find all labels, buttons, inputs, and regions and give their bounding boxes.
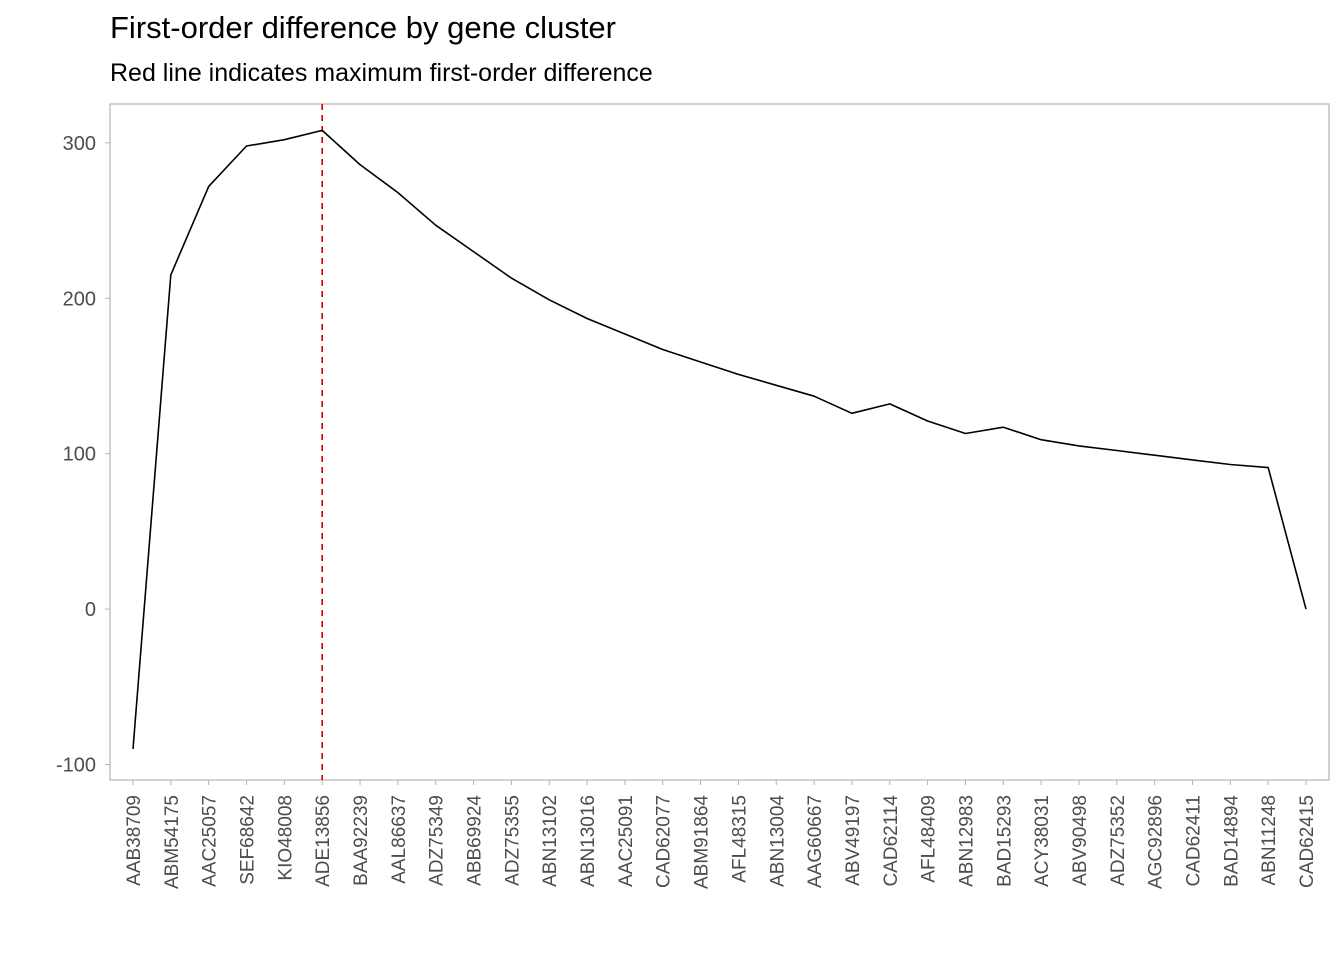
x-tick-label: AAC25057 (200, 795, 221, 887)
x-tick-label: ADZ75352 (1108, 795, 1129, 886)
x-tick-label: CAD62114 (881, 795, 902, 887)
x-tick-label: ABN13102 (540, 795, 561, 887)
x-tick-label: BAA92239 (351, 795, 372, 886)
x-tick-label: ABN13004 (767, 795, 788, 887)
x-tick-label: BAD15293 (994, 795, 1015, 887)
chart-subtitle: Red line indicates maximum first-order d… (110, 59, 653, 87)
series-line (132, 129, 1307, 749)
x-tick-label: CAD62077 (654, 795, 675, 888)
x-tick-label: ADZ75349 (427, 795, 448, 886)
x-tick-label: AAG60667 (805, 795, 826, 888)
x-tick-label: BAD14894 (1221, 795, 1242, 887)
x-tick-label: ABV90498 (1070, 795, 1091, 886)
x-tick-label: AAB38709 (124, 795, 145, 886)
x-tick-label: ABV49197 (843, 795, 864, 886)
x-tick-label: ABB69924 (465, 795, 486, 886)
chart-title: First-order difference by gene cluster (110, 10, 616, 45)
plot-panel-border (109, 103, 1330, 781)
x-axis: AAB38709 ABM54175 AAC25057 SEF68642 KIO48008… (124, 780, 1318, 889)
y-tick-label: 300 (63, 133, 96, 155)
x-tick-label: CAD62411 (1183, 795, 1204, 887)
x-tick-label: AFL48315 (729, 795, 750, 883)
y-tick-label: -100 (56, 754, 96, 776)
y-tick-label: 0 (85, 599, 96, 621)
x-tick-label: ABN13016 (578, 795, 599, 887)
x-tick-label: ABM91864 (692, 795, 713, 889)
x-tick-label: ABM54175 (162, 795, 183, 889)
x-tick-label: ADZ75355 (502, 795, 523, 886)
x-tick-label: AFL48409 (919, 795, 940, 883)
y-axis: -100 0 100 200 300 (56, 133, 110, 776)
x-tick-label: SEF68642 (238, 795, 259, 885)
x-tick-label: ABN12983 (956, 795, 977, 887)
x-tick-label: ABN11248 (1259, 795, 1280, 886)
y-tick-label: 100 (63, 444, 96, 466)
x-tick-label: AAC25091 (616, 795, 637, 887)
x-tick-label: KIO48008 (275, 795, 296, 881)
x-tick-label: ADE13856 (313, 795, 334, 887)
y-tick-label: 200 (63, 288, 96, 310)
x-tick-label: ACY38031 (1032, 795, 1053, 887)
x-tick-label: AAL86637 (389, 795, 410, 884)
x-tick-label: AGC92896 (1146, 795, 1167, 889)
x-tick-label: CAD62415 (1297, 795, 1318, 888)
plot-marks (132, 104, 1307, 780)
